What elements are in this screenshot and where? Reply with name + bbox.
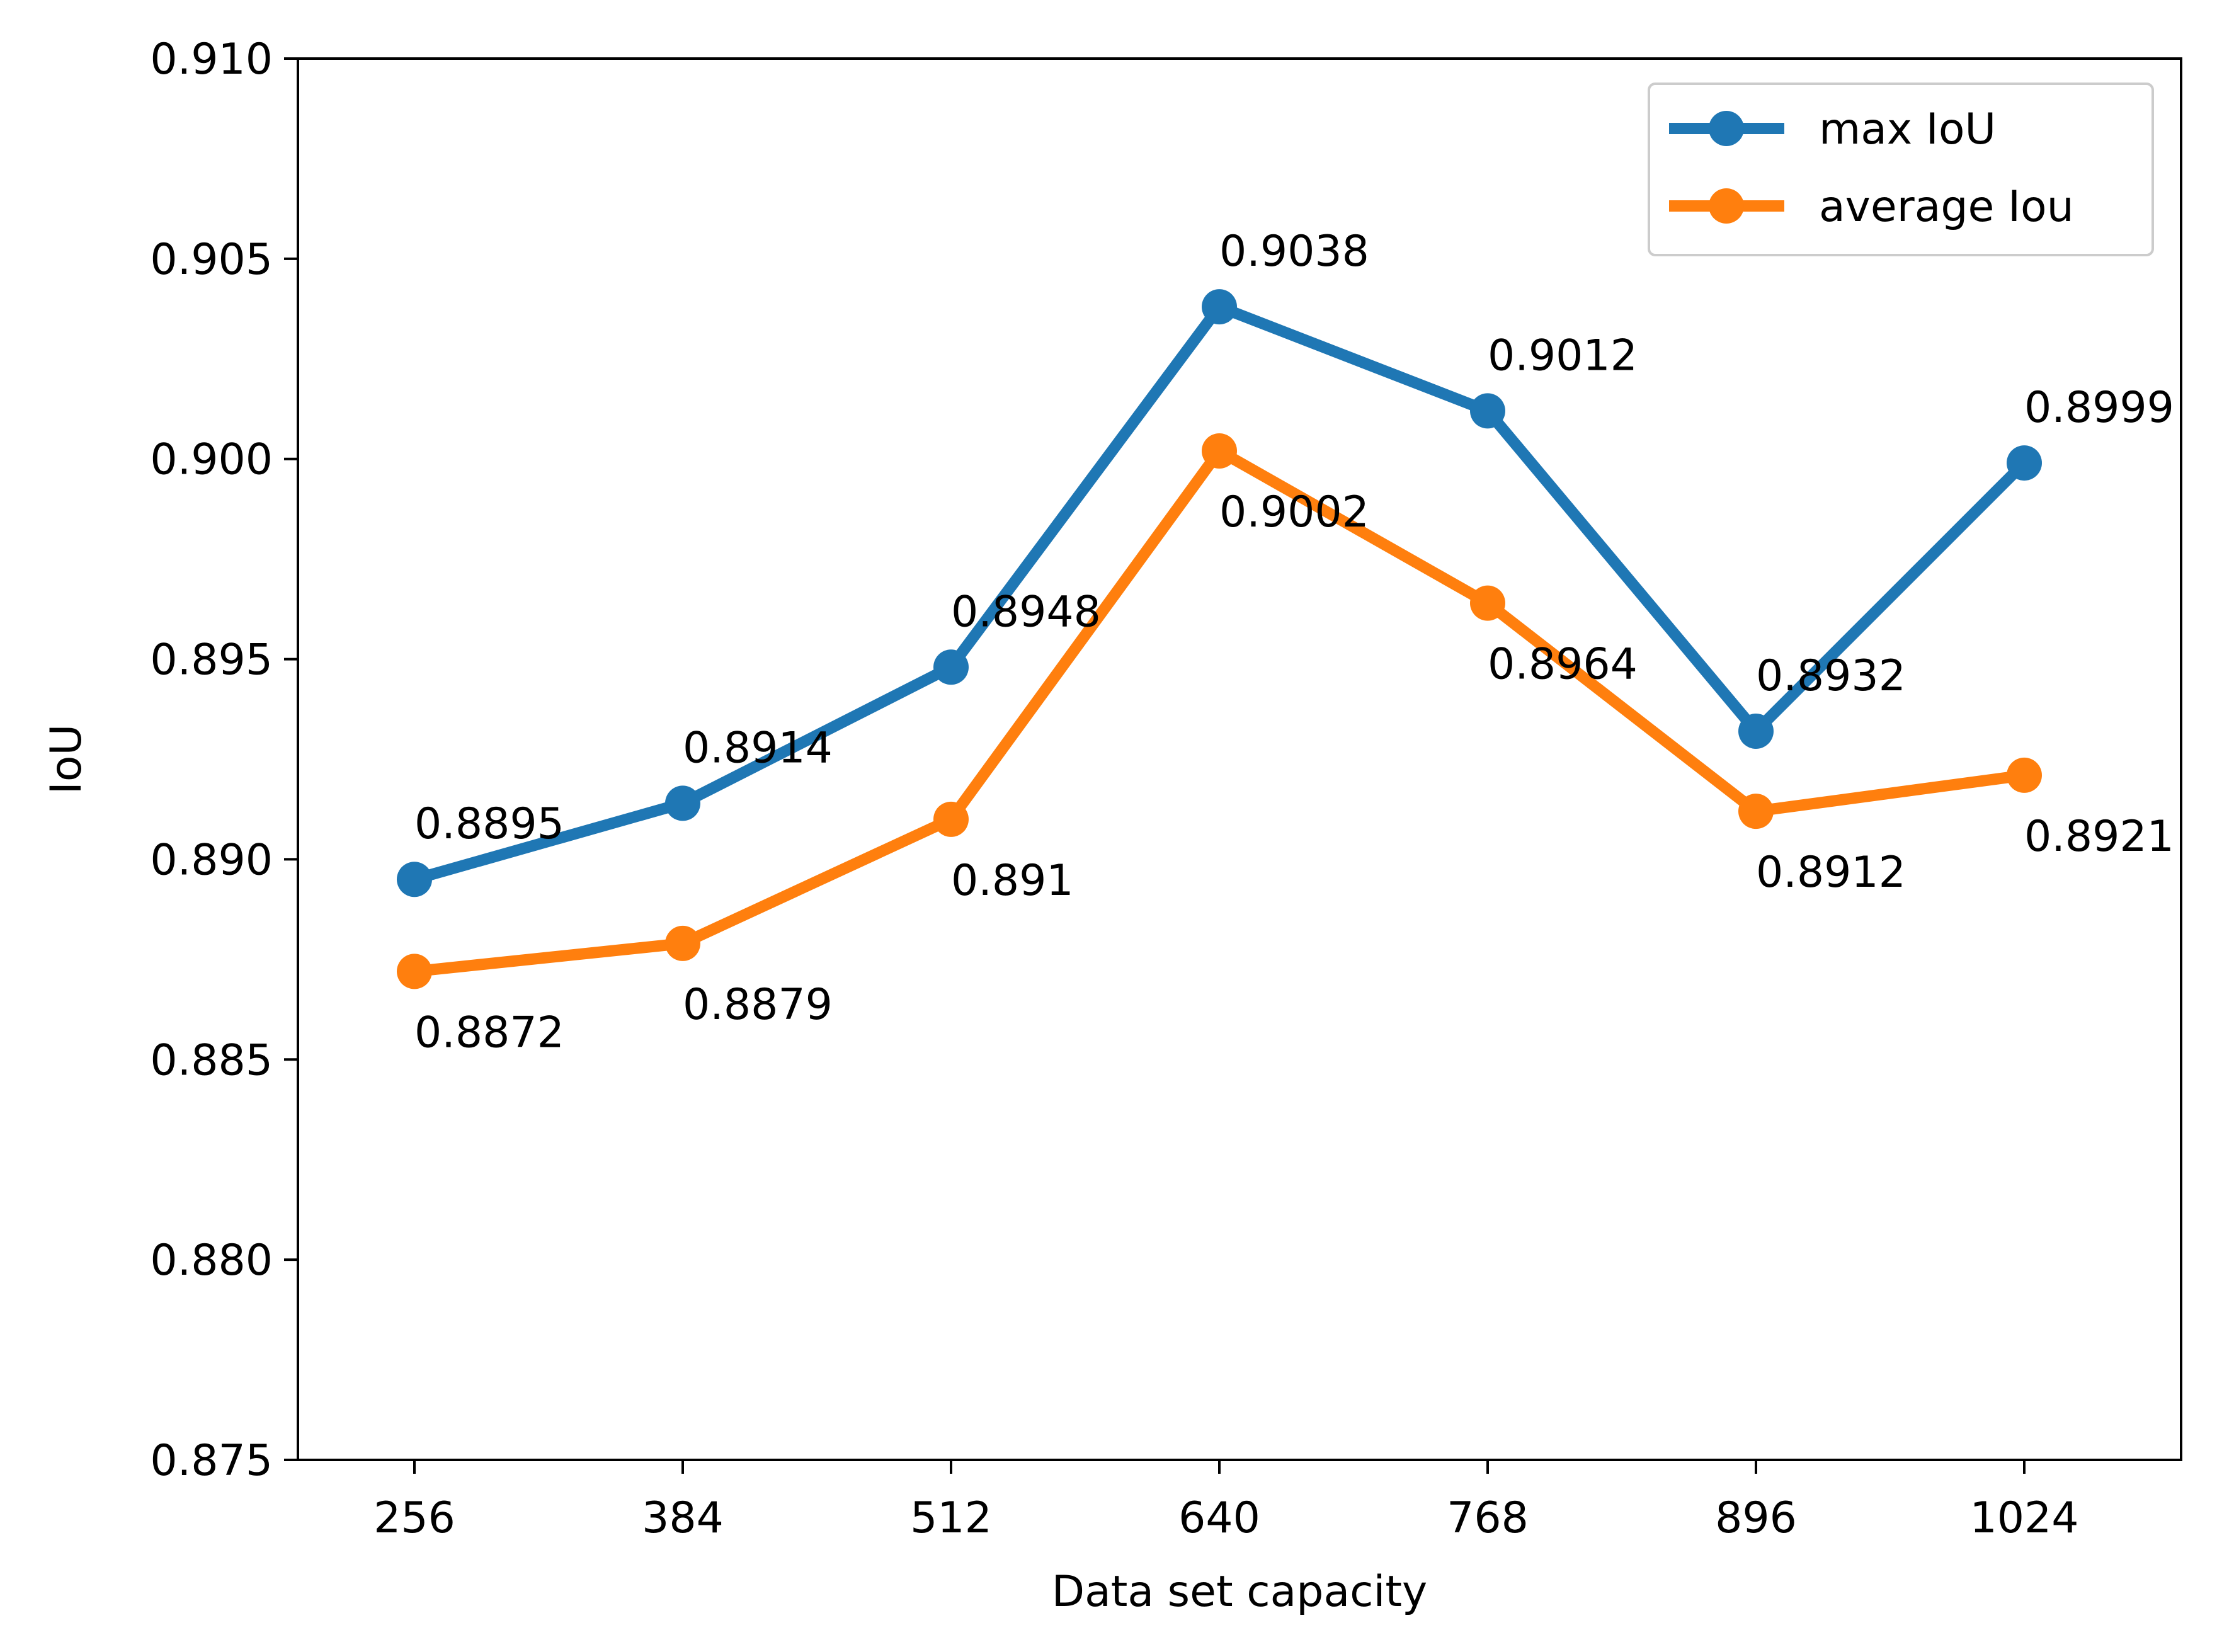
series-0-point-1 bbox=[665, 785, 700, 821]
y-axis-label: IoU bbox=[42, 724, 91, 794]
x-tick-label-5: 896 bbox=[1715, 1493, 1797, 1543]
x-tick-label-1: 384 bbox=[642, 1493, 724, 1543]
y-tick-label-4: 0.895 bbox=[150, 635, 273, 685]
legend-swatch-marker-1 bbox=[1709, 188, 1744, 224]
y-tick-label-0: 0.875 bbox=[150, 1436, 273, 1486]
legend-swatch-marker-0 bbox=[1709, 111, 1744, 146]
series-0-point-2 bbox=[933, 649, 969, 685]
series-1-point-3 bbox=[1202, 433, 1237, 469]
plot-frame bbox=[297, 57, 2182, 1461]
y-tick-label-7: 0.910 bbox=[150, 35, 273, 84]
x-tick-label-3: 640 bbox=[1178, 1493, 1260, 1543]
series-1-point-5 bbox=[1738, 794, 1774, 829]
series-1-point-4 bbox=[1470, 585, 1505, 621]
series-0-point-5 bbox=[1738, 714, 1774, 749]
y-tick-label-3: 0.890 bbox=[150, 835, 273, 885]
series-1-point-0 bbox=[397, 954, 432, 989]
series-1-data-label-2: 0.891 bbox=[951, 856, 1074, 906]
series-1-point-1 bbox=[665, 925, 700, 961]
series-line-0 bbox=[413, 301, 2029, 885]
series-0-data-label-1: 0.8914 bbox=[683, 723, 833, 773]
series-1-data-label-4: 0.8964 bbox=[1488, 640, 1638, 690]
y-tick-label-6: 0.905 bbox=[150, 235, 273, 285]
series-0-data-label-5: 0.8932 bbox=[1756, 651, 1906, 701]
series-0-point-0 bbox=[397, 862, 432, 897]
series-0-point-4 bbox=[1470, 393, 1505, 429]
series-1-point-2 bbox=[933, 801, 969, 837]
legend-label-0: max IoU bbox=[1819, 105, 1996, 154]
series-0-data-label-2: 0.8948 bbox=[951, 587, 1101, 637]
y-tick-label-5: 0.900 bbox=[150, 435, 273, 485]
series-0-data-label-0: 0.8895 bbox=[414, 799, 564, 849]
series-1-point-6 bbox=[2007, 757, 2042, 793]
x-tick-label-2: 512 bbox=[910, 1493, 992, 1543]
legend: max IoU average Iou bbox=[1648, 83, 2154, 256]
x-axis-label: Data set capacity bbox=[1052, 1567, 1428, 1617]
y-tick-label-2: 0.885 bbox=[150, 1035, 273, 1085]
axes-layer: 0.875 0.880 0.885 0.890 0.895 0.900 0.905 0.910… bbox=[42, 35, 2182, 1617]
series-0-data-label-4: 0.9012 bbox=[1488, 331, 1638, 380]
series-1-data-label-0: 0.8872 bbox=[414, 1008, 564, 1057]
y-tick-label-1: 0.880 bbox=[150, 1236, 273, 1285]
series-1-data-label-5: 0.8912 bbox=[1756, 848, 1906, 897]
series-0-data-label-3: 0.9038 bbox=[1219, 227, 1369, 276]
x-tick-label-4: 768 bbox=[1447, 1493, 1529, 1543]
series-1-data-label-1: 0.8879 bbox=[683, 980, 833, 1030]
x-tick-label-0: 256 bbox=[373, 1493, 455, 1543]
series-0-point-6 bbox=[2007, 445, 2042, 481]
series-1-data-label-3: 0.9002 bbox=[1219, 487, 1369, 537]
series-layer bbox=[397, 289, 2042, 989]
data-labels-layer: 0.8895 0.8914 0.8948 0.9038 0.9012 0.8932 0.89… bbox=[414, 227, 2174, 1057]
legend-label-1: average Iou bbox=[1819, 182, 2074, 232]
series-0-point-3 bbox=[1202, 289, 1237, 325]
x-tick-label-6: 1024 bbox=[1969, 1493, 2078, 1543]
series-1-data-label-6: 0.8921 bbox=[2024, 812, 2174, 862]
series-0-data-label-6: 0.8999 bbox=[2024, 383, 2174, 433]
